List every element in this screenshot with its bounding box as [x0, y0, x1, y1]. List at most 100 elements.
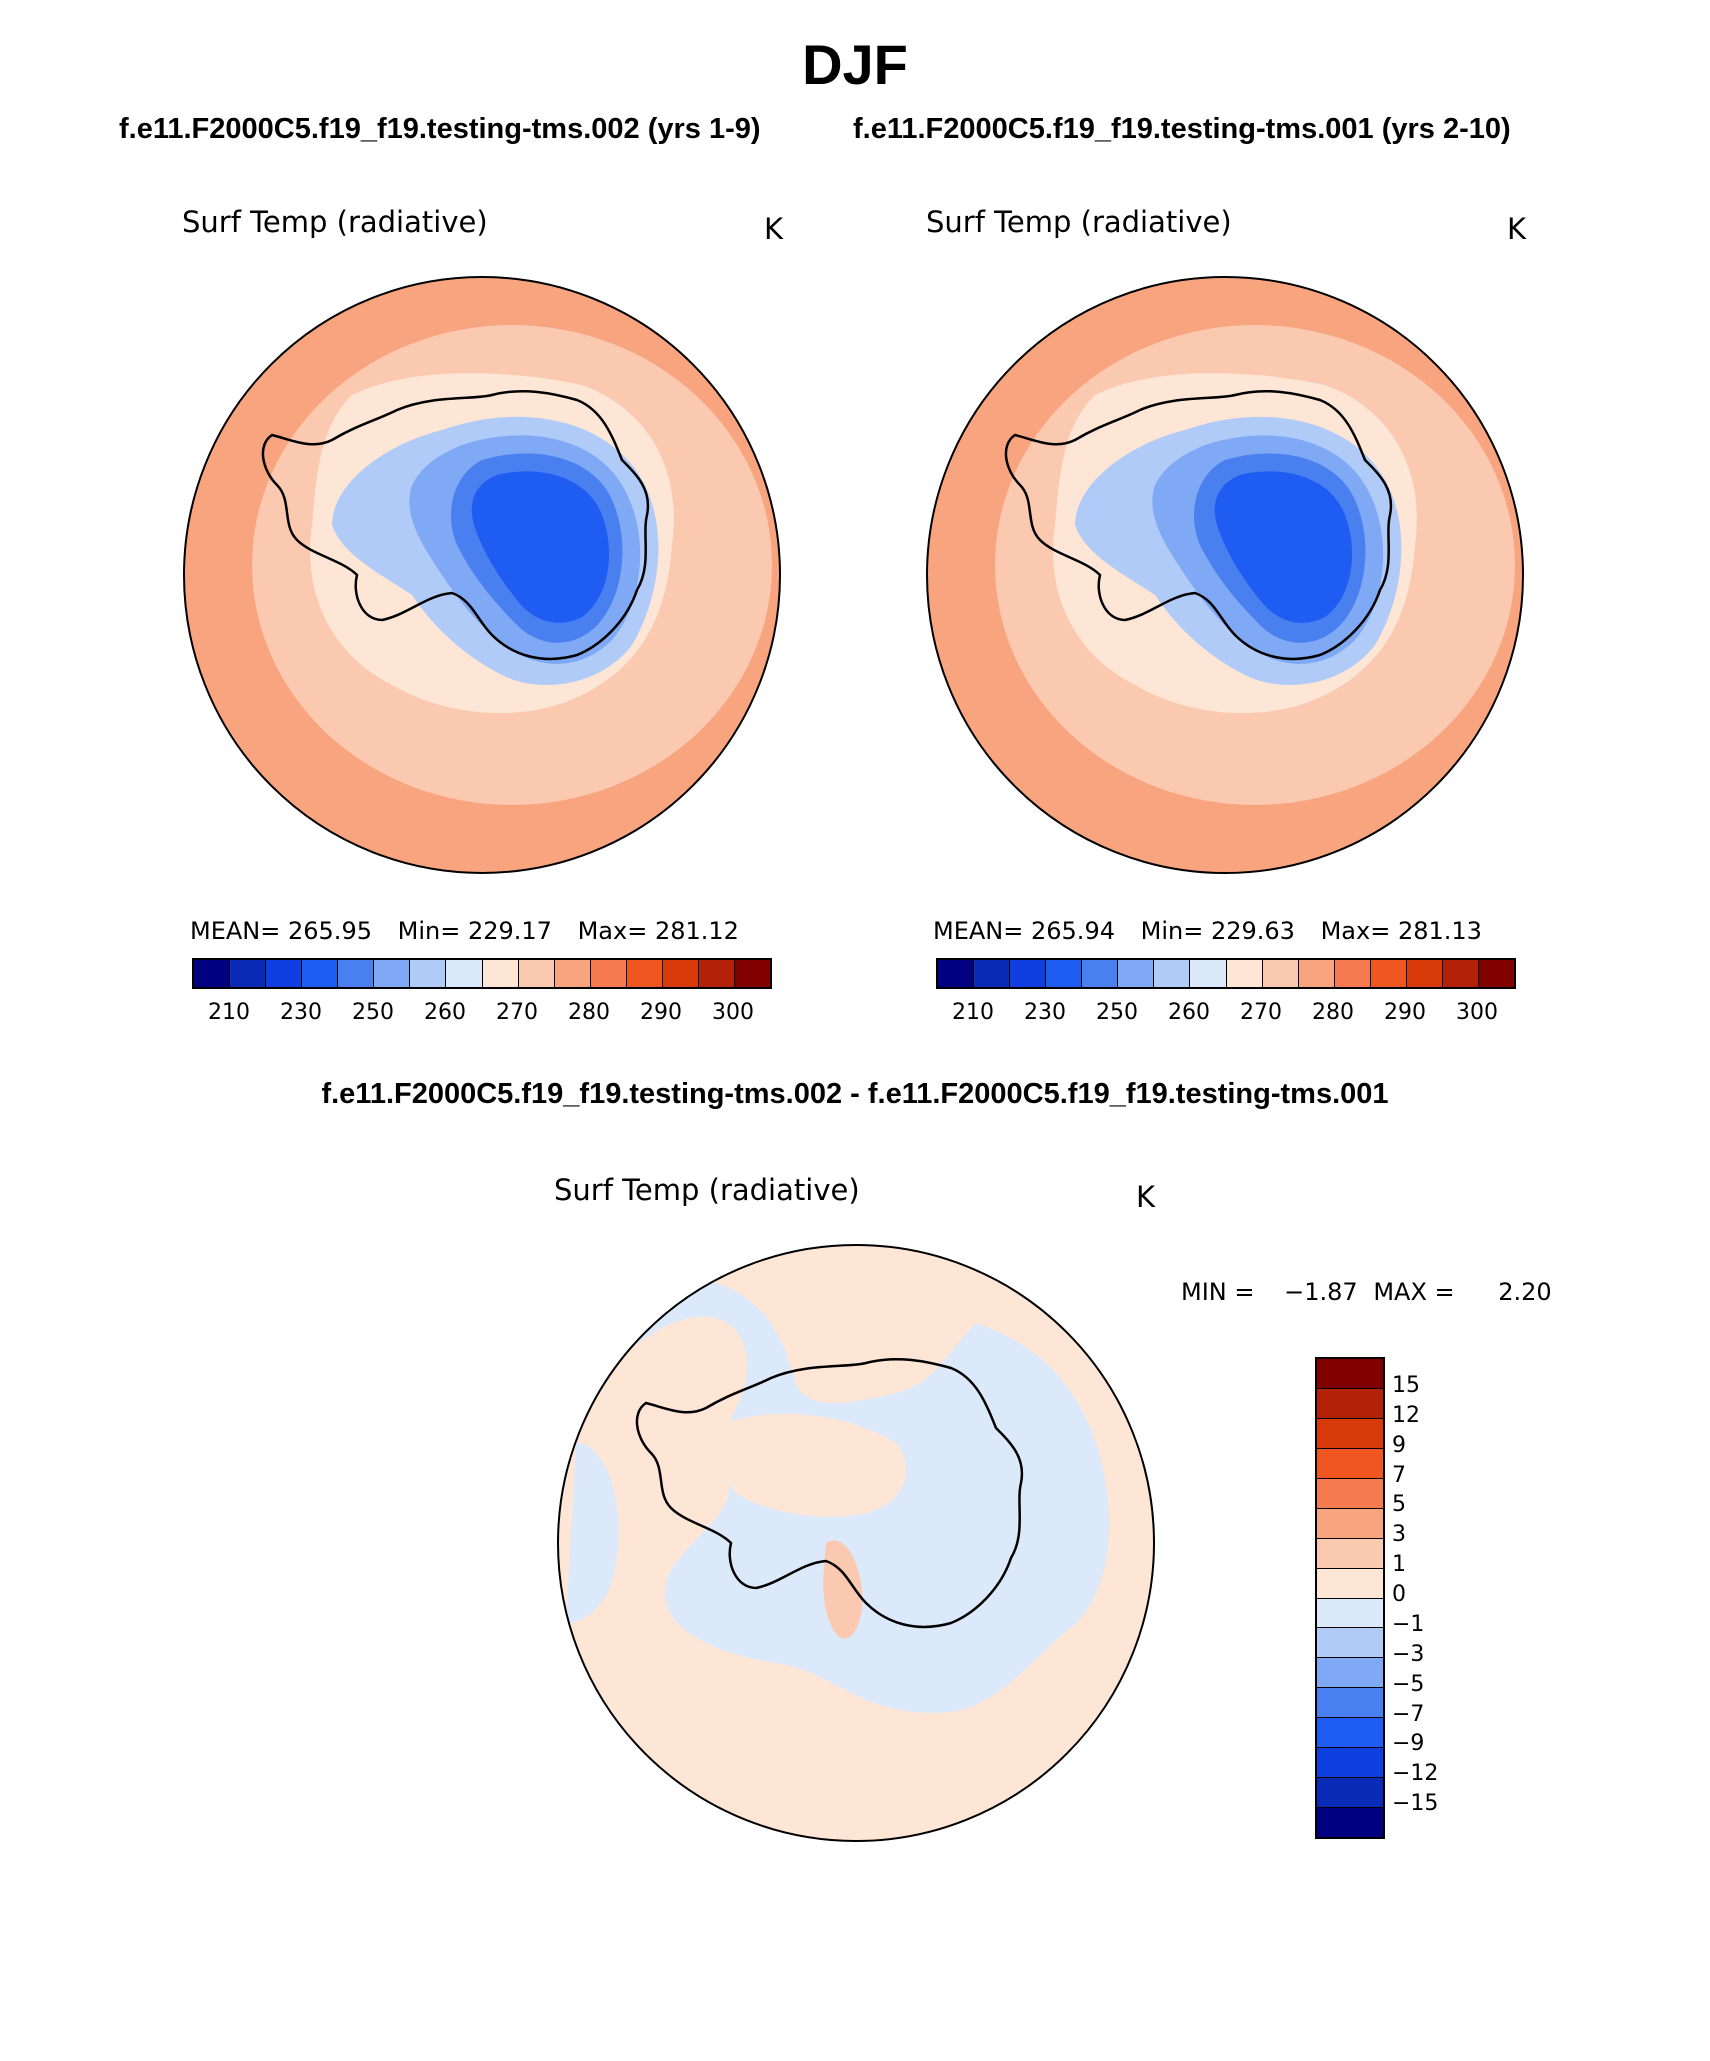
diff-polar-map	[556, 1243, 1156, 1843]
diff-colorbar-tick: 9	[1392, 1432, 1406, 1458]
diff-colorbar-swatch	[1317, 1718, 1383, 1749]
left-mean-label: MEAN=	[190, 917, 281, 945]
right-colorbar-swatch	[1262, 960, 1299, 987]
right-variable-label: Surf Temp (radiative)	[926, 205, 1232, 239]
right-colorbar-tick: 300	[1456, 1000, 1498, 1025]
right-colorbar-swatch	[1010, 960, 1047, 987]
diff-colorbar-tick: 3	[1392, 1522, 1406, 1548]
diff-colorbar-tick: 7	[1392, 1462, 1406, 1488]
left-min-value: 229.17	[467, 917, 552, 945]
right-colorbar-swatch	[1406, 960, 1443, 987]
diff-colorbar-tick: 1	[1392, 1552, 1406, 1578]
left-colorbar-swatch	[590, 960, 627, 987]
diff-colorbar-tick: 15	[1392, 1372, 1420, 1398]
diff-units-label: K	[1136, 1180, 1156, 1214]
right-colorbar-ticks: 210 230 250 260 270 280 290 300	[936, 1000, 1516, 1030]
diff-colorbar-swatch	[1317, 1748, 1383, 1779]
diff-colorbar-tick: 5	[1392, 1492, 1406, 1518]
diff-colorbar-swatch	[1317, 1478, 1383, 1509]
right-colorbar-tick: 290	[1384, 1000, 1426, 1025]
diff-colorbar-swatch	[1317, 1388, 1383, 1419]
diff-colorbar-swatch	[1317, 1688, 1383, 1719]
left-colorbar-tick: 300	[712, 1000, 754, 1025]
left-max-value: 281.12	[654, 917, 739, 945]
right-colorbar-tick: 210	[952, 1000, 994, 1025]
left-colorbar-swatch	[554, 960, 591, 987]
diff-variable-label: Surf Temp (radiative)	[554, 1173, 860, 1207]
left-mean-value: 265.95	[288, 917, 372, 945]
diff-colorbar-swatch	[1317, 1568, 1383, 1599]
right-colorbar-swatch	[974, 960, 1011, 987]
right-units-label: K	[1507, 212, 1527, 246]
left-max-label: Max=	[577, 917, 648, 945]
left-colorbar-swatch	[338, 960, 375, 987]
diff-colorbar-swatch	[1317, 1628, 1383, 1659]
right-colorbar-swatch	[1226, 960, 1263, 987]
left-colorbar-tick: 230	[280, 1000, 322, 1025]
left-colorbar-swatch	[734, 960, 770, 987]
right-colorbar-tick: 270	[1240, 1000, 1282, 1025]
diff-colorbar-swatch	[1317, 1808, 1383, 1837]
diff-colorbar-swatch	[1317, 1598, 1383, 1629]
left-colorbar-swatch	[410, 960, 447, 987]
left-colorbar-swatch	[230, 960, 267, 987]
diff-colorbar-tick: 0	[1392, 1582, 1406, 1607]
left-colorbar-ticks: 210 230 250 260 270 280 290 300	[192, 1000, 772, 1030]
right-colorbar-swatch	[938, 960, 975, 987]
left-colorbar-swatch	[446, 960, 483, 987]
left-colorbar-swatch	[698, 960, 735, 987]
right-stats: MEAN= 265.94 Min= 229.63 Max= 281.13	[933, 917, 1482, 945]
right-mean-value: 265.94	[1031, 917, 1115, 945]
diff-colorbar	[1315, 1357, 1385, 1839]
left-colorbar-swatch	[374, 960, 411, 987]
right-colorbar-swatch	[1298, 960, 1335, 987]
left-colorbar-swatch	[482, 960, 519, 987]
left-colorbar-tick: 280	[568, 1000, 610, 1025]
left-colorbar-tick: 210	[208, 1000, 250, 1025]
right-colorbar-tick: 260	[1168, 1000, 1210, 1025]
diff-max-label: MAX =	[1373, 1278, 1455, 1306]
right-colorbar-swatch	[1118, 960, 1155, 987]
right-colorbar	[936, 958, 1516, 989]
left-units-label: K	[764, 212, 784, 246]
difference-title: f.e11.F2000C5.f19_f19.testing-tms.002 - …	[321, 1078, 1389, 1110]
diff-colorbar-swatch	[1317, 1508, 1383, 1539]
right-mean-label: MEAN=	[933, 917, 1024, 945]
diff-colorbar-tick: −7	[1392, 1701, 1425, 1727]
left-colorbar-swatch	[266, 960, 303, 987]
diff-colorbar-tick: −5	[1392, 1671, 1425, 1697]
diff-colorbar-ticks: 15 12 9 7 5 3 1 0 −1 −3 −5 −7 −9 −12 −15	[1392, 1357, 1472, 1835]
left-colorbar-swatch	[194, 960, 231, 987]
diff-min-label: MIN =	[1181, 1278, 1255, 1306]
case-title-left: f.e11.F2000C5.f19_f19.testing-tms.002 (y…	[119, 113, 761, 145]
right-colorbar-tick: 250	[1096, 1000, 1138, 1025]
right-min-value: 229.63	[1210, 917, 1295, 945]
right-colorbar-swatch	[1082, 960, 1119, 987]
left-colorbar-tick: 250	[352, 1000, 394, 1025]
diff-colorbar-tick: −1	[1392, 1611, 1425, 1637]
diff-colorbar-tick: 12	[1392, 1402, 1420, 1428]
diff-colorbar-swatch	[1317, 1448, 1383, 1479]
diff-colorbar-swatch	[1317, 1418, 1383, 1449]
case-title-right: f.e11.F2000C5.f19_f19.testing-tms.001 (y…	[853, 113, 1511, 145]
left-colorbar-tick: 290	[640, 1000, 682, 1025]
left-polar-map	[182, 275, 782, 875]
right-min-label: Min=	[1140, 917, 1204, 945]
diff-colorbar-tick: −12	[1392, 1761, 1439, 1787]
right-max-value: 281.13	[1397, 917, 1482, 945]
right-polar-map	[925, 275, 1525, 875]
left-min-label: Min=	[397, 917, 461, 945]
left-colorbar	[192, 958, 772, 989]
diff-colorbar-tick: −9	[1392, 1731, 1425, 1757]
page-title: DJF	[802, 33, 908, 96]
right-colorbar-swatch	[1442, 960, 1479, 987]
right-colorbar-swatch	[1154, 960, 1191, 987]
diff-colorbar-swatch	[1317, 1778, 1383, 1809]
diff-colorbar-swatch	[1317, 1538, 1383, 1569]
right-colorbar-swatch	[1334, 960, 1371, 987]
left-colorbar-swatch	[302, 960, 339, 987]
right-colorbar-tick: 280	[1312, 1000, 1354, 1025]
left-stats: MEAN= 265.95 Min= 229.17 Max= 281.12	[190, 917, 739, 945]
diff-colorbar-swatch	[1317, 1359, 1383, 1389]
right-colorbar-swatch	[1046, 960, 1083, 987]
